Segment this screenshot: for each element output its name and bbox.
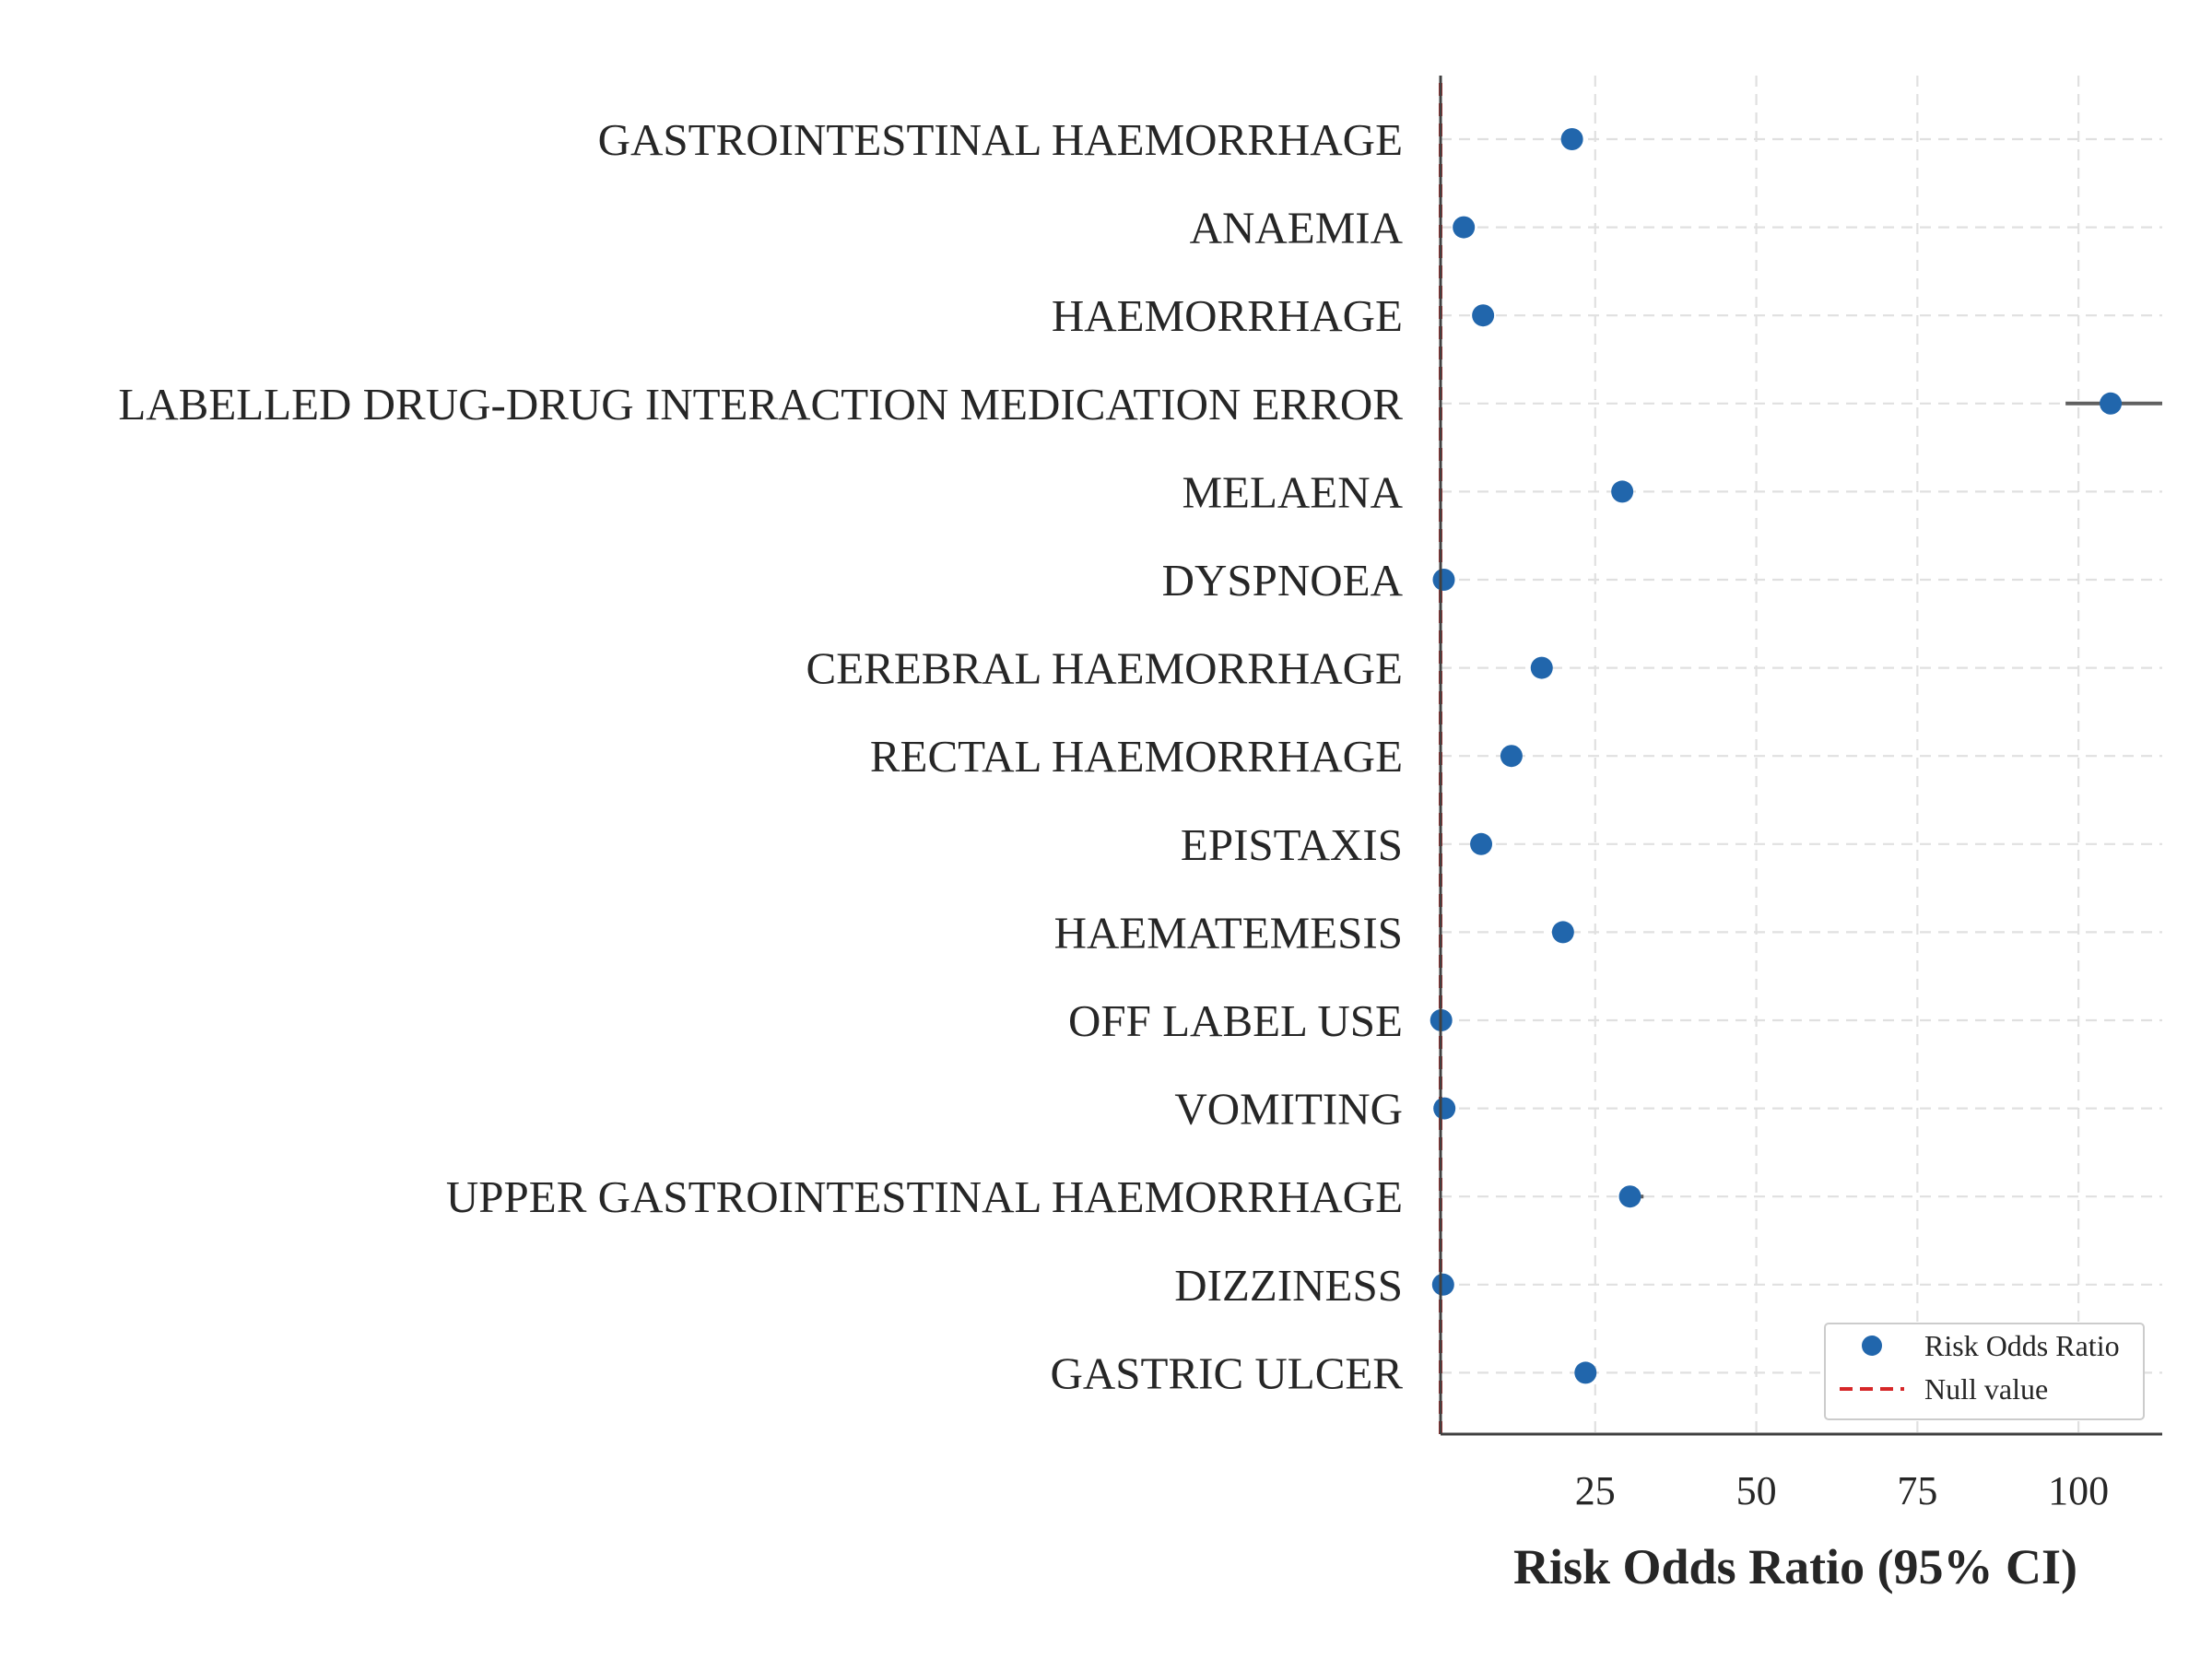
- legend-label-risk-odds-ratio: Risk Odds Ratio: [1924, 1329, 2120, 1362]
- y-tick-label: MELAENA: [1182, 466, 1403, 517]
- y-tick-label: HAEMORRHAGE: [1052, 290, 1403, 341]
- odds-ratio-point: [1530, 656, 1553, 679]
- y-tick-label: UPPER GASTROINTESTINAL HAEMORRHAGE: [446, 1171, 1403, 1222]
- y-tick-label: VOMITING: [1174, 1084, 1403, 1135]
- y-tick-label: GASTRIC ULCER: [1050, 1347, 1403, 1398]
- y-tick-label: RECTAL HAEMORRHAGE: [870, 731, 1403, 782]
- y-tick-label: GASTROINTESTINAL HAEMORRHAGE: [598, 114, 1403, 165]
- x-tick-labels: 25 50 75 100: [1575, 1468, 2109, 1513]
- odds-ratio-point: [1472, 304, 1495, 327]
- x-axis-label: Risk Odds Ratio (95% CI): [1513, 1539, 2077, 1594]
- y-tick-label: DYSPNOEA: [1162, 555, 1404, 606]
- legend-label-null-value: Null value: [1924, 1372, 2048, 1406]
- y-tick-label: LABELLED DRUG-DRUG INTERACTION MEDICATIO…: [118, 379, 1403, 429]
- odds-ratio-points: [1430, 128, 2123, 1384]
- y-tick-label: EPISTAXIS: [1181, 819, 1403, 870]
- odds-ratio-point: [1470, 832, 1493, 855]
- legend-marker-icon: [1862, 1335, 1882, 1356]
- x-tick-label: 100: [2048, 1468, 2109, 1513]
- legend-frame: [1824, 1323, 2145, 1420]
- odds-ratio-point: [1500, 745, 1523, 768]
- odds-ratio-point: [1432, 569, 1455, 591]
- odds-ratio-point: [1618, 1185, 1641, 1208]
- odds-ratio-point: [1431, 1273, 1454, 1296]
- odds-ratio-point: [1551, 921, 1574, 944]
- odds-ratio-point: [1453, 216, 1476, 239]
- y-tick-label: DIZZINESS: [1174, 1260, 1403, 1311]
- y-tick-label: OFF LABEL USE: [1068, 995, 1403, 1046]
- x-tick-label: 75: [1897, 1468, 1937, 1513]
- odds-ratio-point: [1574, 1361, 1597, 1384]
- y-tick-labels: GASTROINTESTINAL HAEMORRHAGE ANAEMIA HAEMO…: [118, 114, 1403, 1398]
- odds-ratio-point: [1433, 1097, 1456, 1120]
- axes: [1439, 76, 2162, 1436]
- y-tick-label: ANAEMIA: [1190, 203, 1404, 253]
- grid: [1441, 76, 2162, 1434]
- odds-ratio-point: [2100, 392, 2123, 415]
- y-tick-label: CEREBRAL HAEMORRHAGE: [806, 643, 1403, 694]
- y-tick-label: HAEMATEMESIS: [1054, 907, 1403, 958]
- x-tick-label: 25: [1575, 1468, 1616, 1513]
- odds-ratio-point: [1560, 128, 1583, 150]
- legend: Risk Odds Ratio Null value: [1824, 1323, 2145, 1420]
- x-tick-label: 50: [1736, 1468, 1777, 1513]
- odds-ratio-point: [1611, 480, 1634, 503]
